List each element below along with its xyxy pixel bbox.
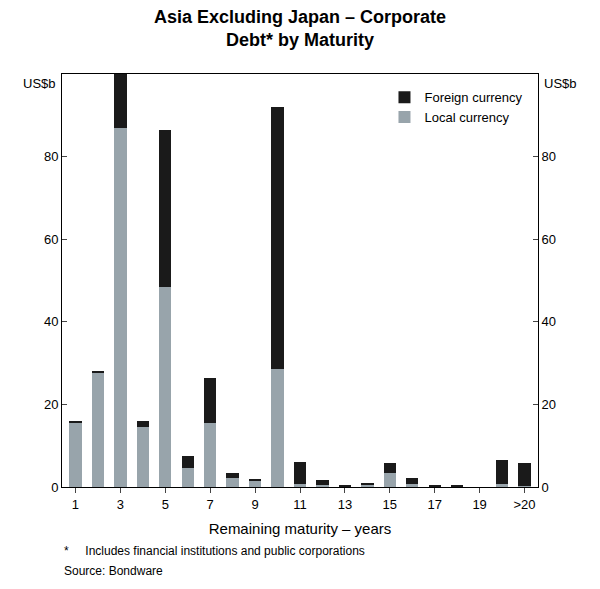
svg-text:5: 5 (162, 497, 169, 512)
svg-text:0: 0 (51, 480, 58, 495)
svg-text:80: 80 (44, 149, 58, 164)
svg-text:Asia Excluding Japan – Corpora: Asia Excluding Japan – CorporateDebt* by… (154, 7, 446, 50)
svg-text:40: 40 (542, 314, 556, 329)
svg-text:3: 3 (117, 497, 124, 512)
svg-text:15: 15 (383, 497, 397, 512)
svg-text:Source: Bondware: Source: Bondware (64, 564, 163, 578)
svg-text:US$b: US$b (23, 76, 56, 91)
svg-text:US$b: US$b (544, 76, 577, 91)
svg-text:>20: >20 (513, 497, 535, 512)
svg-text:* Includes financial insti: * Includes financial institutions and pu… (64, 544, 365, 558)
svg-text:40: 40 (44, 314, 58, 329)
svg-text:80: 80 (542, 149, 556, 164)
svg-text:9: 9 (251, 497, 258, 512)
svg-text:7: 7 (207, 497, 214, 512)
svg-text:20: 20 (44, 397, 58, 412)
svg-text:60: 60 (542, 232, 556, 247)
svg-text:Local currency: Local currency (424, 110, 509, 125)
svg-text:0: 0 (542, 480, 549, 495)
svg-text:17: 17 (427, 497, 441, 512)
svg-text:20: 20 (542, 397, 556, 412)
svg-text:1: 1 (72, 497, 79, 512)
svg-text:Remaining maturity – years: Remaining maturity – years (209, 520, 392, 537)
svg-text:13: 13 (338, 497, 352, 512)
svg-text:Foreign currency: Foreign currency (424, 90, 522, 105)
svg-text:11: 11 (293, 497, 307, 512)
svg-text:60: 60 (44, 232, 58, 247)
svg-text:19: 19 (472, 497, 486, 512)
